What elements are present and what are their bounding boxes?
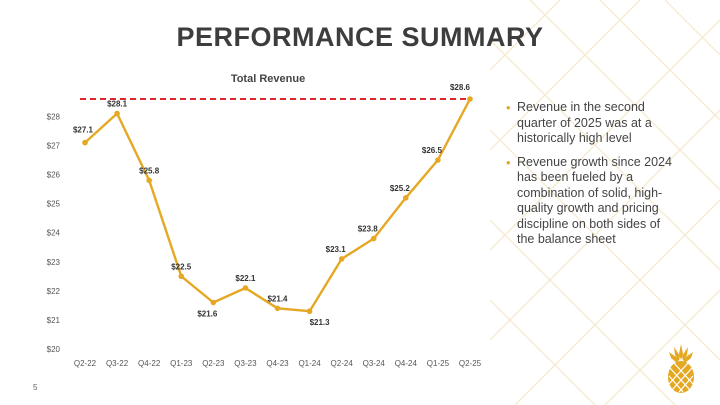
data-label: $25.8 xyxy=(139,166,160,175)
y-tick-label: $24 xyxy=(47,229,61,238)
summary-bullets: Revenue in the second quarter of 2025 wa… xyxy=(506,100,676,256)
data-label: $21.6 xyxy=(197,309,218,318)
chart-title: Total Revenue xyxy=(231,73,305,85)
data-point xyxy=(178,273,185,280)
data-point xyxy=(242,285,249,291)
data-point xyxy=(403,195,409,201)
data-label: $22.5 xyxy=(171,262,192,271)
pineapple-icon xyxy=(668,344,694,393)
data-point xyxy=(467,96,473,102)
y-tick-label: $22 xyxy=(47,287,61,296)
x-tick-label: Q4-22 xyxy=(138,359,161,368)
y-tick-label: $25 xyxy=(47,200,61,209)
data-label: $28.6 xyxy=(450,83,471,92)
x-tick-label: Q3-23 xyxy=(234,359,257,368)
data-point xyxy=(210,299,217,306)
data-point xyxy=(274,305,281,312)
page-number: 5 xyxy=(33,383,38,392)
data-label: $26.5 xyxy=(422,146,443,155)
x-tick-label: Q3-24 xyxy=(363,359,386,368)
x-tick-label: Q2-24 xyxy=(331,359,354,368)
bullet-item: Revenue growth since 2024 has been fuele… xyxy=(506,155,676,248)
x-tick-label: Q3-22 xyxy=(106,359,129,368)
data-label: $22.1 xyxy=(235,274,256,283)
data-point xyxy=(146,177,152,184)
x-tick-label: Q2-23 xyxy=(202,359,225,368)
bullet-item: Revenue in the second quarter of 2025 wa… xyxy=(506,100,676,147)
y-tick-label: $23 xyxy=(47,258,61,267)
data-point xyxy=(306,308,313,315)
data-label: $21.3 xyxy=(310,318,331,327)
x-tick-label: Q2-25 xyxy=(459,359,482,368)
data-point xyxy=(114,110,120,117)
data-label: $25.2 xyxy=(390,184,411,193)
y-tick-label: $21 xyxy=(47,316,61,325)
x-tick-label: Q1-25 xyxy=(427,359,450,368)
data-point xyxy=(82,139,88,146)
y-tick-label: $26 xyxy=(47,171,61,180)
x-tick-label: Q4-24 xyxy=(395,359,418,368)
data-label: $28.1 xyxy=(107,100,128,109)
x-tick-label: Q2-22 xyxy=(74,359,97,368)
x-tick-label: Q1-23 xyxy=(170,359,193,368)
data-point xyxy=(370,235,377,242)
page-title: PERFORMANCE SUMMARY xyxy=(176,22,544,52)
revenue-line-chart: Total Revenue $20 $21 $22 $23 $24 $25 $26 $27 $2… xyxy=(47,73,482,368)
data-point xyxy=(338,256,345,262)
series-line-total-revenue xyxy=(84,98,472,313)
x-tick-label: Q1-24 xyxy=(298,359,321,368)
y-tick-label: $20 xyxy=(47,345,61,354)
y-tick-label: $28 xyxy=(47,112,61,121)
data-point xyxy=(435,157,441,163)
data-label: $23.1 xyxy=(326,245,347,254)
y-tick-label: $27 xyxy=(47,142,61,151)
data-label: $27.1 xyxy=(73,126,94,135)
x-tick-label: Q4-23 xyxy=(266,359,289,368)
data-label: $21.4 xyxy=(267,294,288,303)
data-label: $23.8 xyxy=(358,225,379,234)
